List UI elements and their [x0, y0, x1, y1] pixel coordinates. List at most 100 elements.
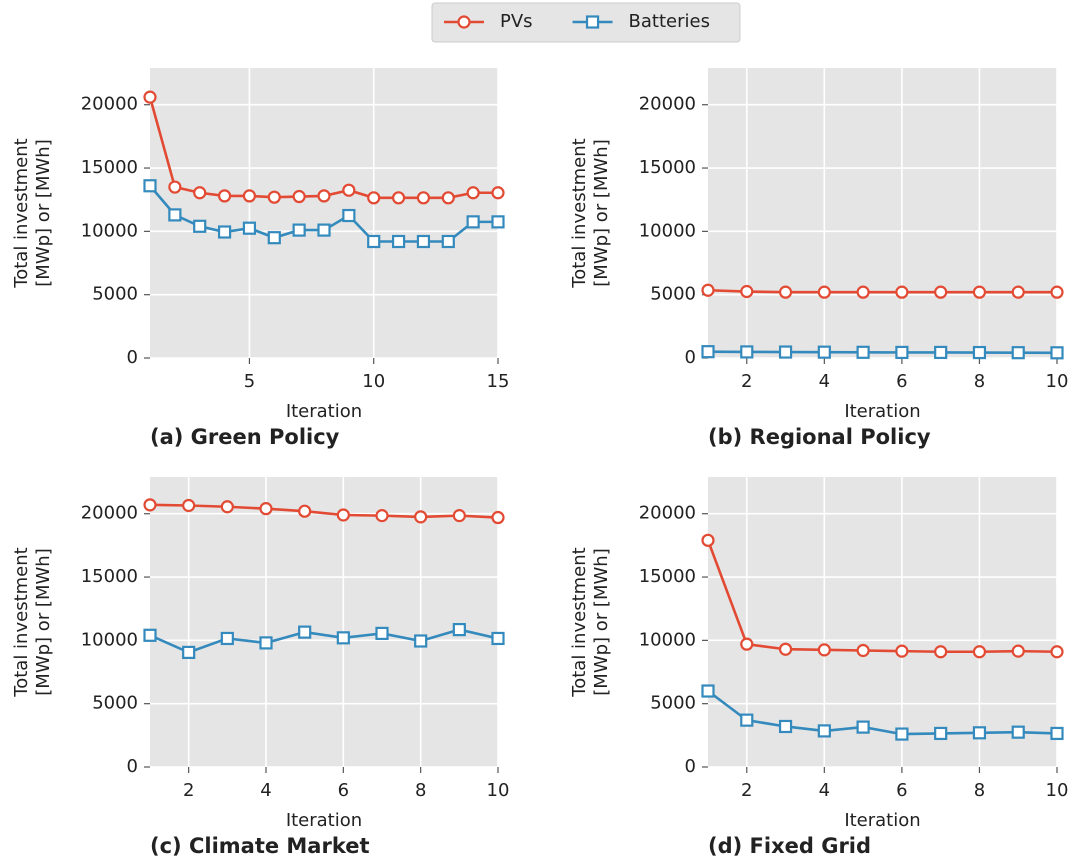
marker	[817, 724, 831, 738]
y-tick-label: 5000	[650, 284, 696, 305]
caption: (b) Regional Policy	[708, 425, 931, 449]
marker	[182, 498, 196, 513]
marker	[466, 215, 480, 229]
marker	[740, 345, 754, 359]
marker	[217, 225, 232, 239]
y-axis-label: Total investment	[569, 547, 590, 697]
x-tick-label: 10	[1046, 780, 1069, 801]
panel: 0 5000 10000 15000 20000 5 10 15 Iteration Total …	[11, 68, 509, 449]
marker	[972, 285, 987, 299]
marker	[367, 191, 381, 205]
x-tick-label: 6	[338, 780, 349, 801]
series-line	[149, 628, 499, 654]
series-line	[707, 288, 1057, 294]
caption: (a) Green Policy	[150, 425, 340, 449]
x-tick-label: 6	[896, 780, 907, 801]
marker	[701, 345, 715, 359]
y-tick-label: 5000	[92, 284, 138, 305]
marker	[740, 637, 754, 651]
plot-background	[708, 68, 1057, 358]
marker	[491, 510, 505, 525]
y-tick-label: 10000	[81, 629, 138, 650]
series-line	[149, 503, 499, 519]
marker	[193, 219, 207, 233]
marker	[452, 622, 466, 637]
marker	[1011, 346, 1025, 360]
marker	[856, 643, 870, 658]
y-tick-label: 15000	[81, 157, 138, 178]
marker	[452, 509, 466, 523]
x-tick-label: 10	[1046, 371, 1069, 392]
marker	[143, 179, 157, 193]
marker	[856, 720, 870, 734]
marker	[267, 190, 281, 204]
marker	[267, 231, 281, 245]
legend-label: Batteries	[629, 11, 710, 32]
y-tick-label: 20000	[639, 94, 696, 115]
x-axis-label: Iteration	[286, 401, 362, 422]
marker	[317, 223, 331, 237]
marker	[972, 345, 987, 360]
marker	[856, 285, 870, 299]
y-axis-label: [MWp] or [MWh]	[33, 548, 54, 695]
x-tick-label: 10	[487, 780, 510, 801]
marker	[259, 636, 273, 650]
marker	[217, 189, 232, 203]
marker	[972, 726, 987, 740]
marker	[242, 221, 257, 235]
marker	[491, 215, 505, 229]
legend: PVs Batteries	[431, 2, 741, 43]
marker	[895, 285, 909, 299]
marker	[585, 15, 600, 29]
y-axis-label: [MWp] or [MWh]	[33, 139, 54, 286]
marker	[391, 234, 406, 249]
marker	[416, 191, 431, 205]
x-tick-label: 4	[819, 780, 830, 801]
y-tick-label: 0	[127, 756, 138, 777]
marker	[317, 189, 331, 203]
marker	[934, 285, 948, 299]
marker	[292, 223, 306, 237]
legend-label: PVs	[500, 11, 533, 32]
marker	[817, 285, 831, 299]
marker	[740, 713, 754, 727]
marker	[895, 644, 909, 658]
marker	[934, 345, 948, 360]
marker	[778, 642, 793, 656]
y-tick-label: 15000	[639, 566, 696, 587]
y-tick-label: 10000	[81, 220, 138, 241]
x-tick-label: 8	[415, 780, 426, 801]
x-tick-label: 2	[183, 780, 194, 801]
series-line	[707, 689, 1058, 736]
marker	[336, 508, 350, 522]
marker	[701, 533, 715, 547]
marker	[168, 180, 182, 194]
marker	[182, 645, 196, 659]
marker	[895, 727, 909, 741]
marker	[391, 191, 406, 205]
marker	[1050, 285, 1064, 299]
marker	[414, 634, 428, 648]
marker	[972, 645, 987, 659]
marker	[441, 234, 455, 249]
marker	[491, 631, 505, 646]
y-axis-label: [MWp] or [MWh]	[591, 139, 612, 286]
x-tick-label: 8	[974, 780, 985, 801]
plot-background	[150, 68, 498, 358]
marker	[416, 234, 431, 249]
marker	[934, 726, 948, 741]
x-axis-label: Iteration	[286, 810, 362, 831]
y-tick-label: 20000	[81, 503, 138, 524]
x-axis-label: Iteration	[844, 810, 920, 831]
y-tick-label: 10000	[639, 629, 696, 650]
marker	[701, 684, 715, 698]
marker	[342, 208, 356, 223]
plot-background	[708, 477, 1057, 767]
x-tick-label: 15	[487, 371, 510, 392]
y-tick-label: 5000	[92, 693, 138, 714]
marker	[457, 15, 471, 29]
marker	[259, 502, 273, 516]
x-tick-label: 8	[974, 371, 985, 392]
panel: 0 5000 10000 15000 20000 2 4 6 8 10 Iteration Total…	[11, 477, 509, 858]
